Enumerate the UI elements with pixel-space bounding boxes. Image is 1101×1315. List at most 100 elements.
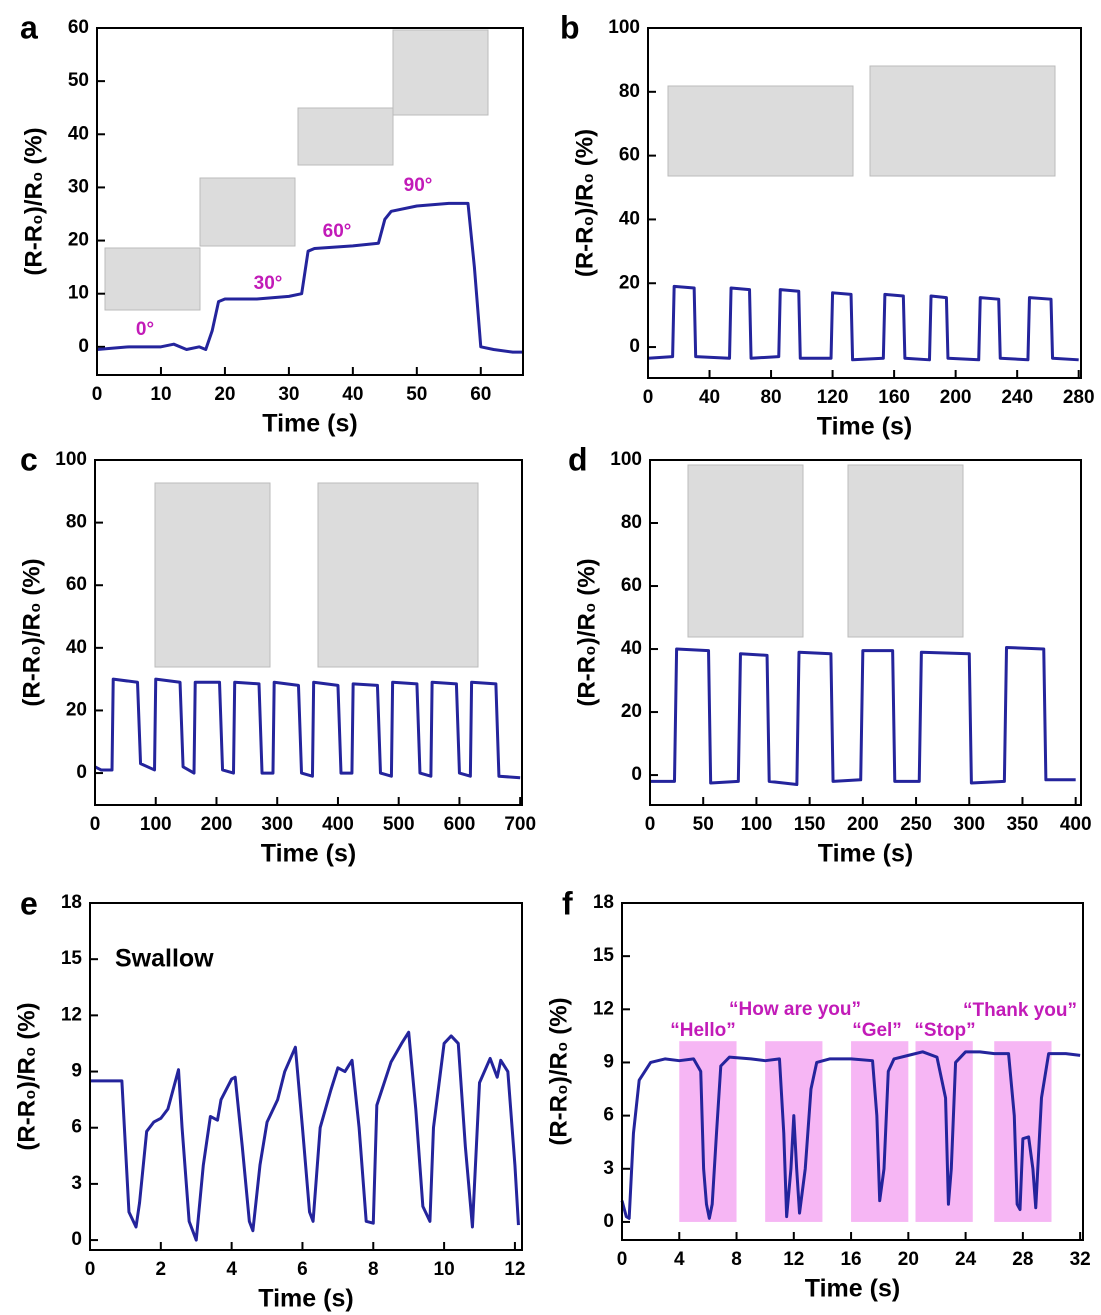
annotation: 90° — [404, 175, 433, 196]
x-tick-label: 32 — [1070, 1249, 1091, 1270]
y-axis-title: (R-R₀)/R₀ (%) — [20, 127, 47, 275]
y-tick-label: 60 — [66, 574, 87, 595]
x-tick-label: 0 — [617, 1249, 628, 1270]
panel-letter: d — [568, 441, 588, 477]
x-tick-label: 100 — [741, 814, 773, 835]
annotation: “Thank you” — [963, 1000, 1077, 1021]
y-tick-label: 0 — [71, 1229, 82, 1250]
y-tick-label: 60 — [621, 575, 642, 596]
x-tick-label: 200 — [201, 814, 233, 835]
photos — [104, 29, 1056, 668]
x-tick-label: 250 — [900, 814, 932, 835]
y-tick-label: 6 — [603, 1105, 614, 1126]
data-line — [650, 645, 1076, 787]
x-tick-label: 10 — [150, 384, 171, 405]
y-tick-label: 0 — [76, 762, 87, 783]
panel: f 0 4 8 12 16 20 24 28 32 0 3 6 9 12 15 18 Time (s) (R-R₀)… — [545, 885, 1090, 1302]
x-tick-label: 50 — [406, 384, 427, 405]
x-tick-label: 160 — [878, 387, 910, 408]
x-tick-label: 0 — [645, 814, 656, 835]
panel-letter: c — [20, 441, 38, 477]
data-line — [647, 284, 1079, 362]
panel: a 0 10 20 30 40 50 60 0 10 20 30 40 50 60 Time (s) (R-R₀… — [20, 9, 524, 438]
x-tick-label: 280 — [1063, 387, 1095, 408]
y-tick-label: 18 — [593, 892, 614, 913]
x-axis-title: Time (s) — [805, 1275, 900, 1303]
x-tick-label: 20 — [214, 384, 235, 405]
photo — [297, 107, 394, 166]
y-tick-label: 40 — [66, 637, 87, 658]
x-tick-label: 80 — [760, 387, 781, 408]
y-tick-label: 0 — [78, 336, 89, 357]
y-tick-label: 40 — [621, 638, 642, 659]
x-tick-label: 0 — [643, 387, 654, 408]
x-axis-title: Time (s) — [261, 840, 356, 868]
x-tick-label: 24 — [955, 1249, 977, 1270]
annotation: “Hello” — [670, 1020, 735, 1041]
highlight-band — [994, 1041, 1052, 1222]
panel: e 0 2 4 6 8 10 12 0 3 6 9 12 15 18 Time (s) (R-R₀)/R₀ (%… — [13, 885, 525, 1312]
plot-frame — [89, 902, 523, 1251]
x-axis-title: Time (s) — [258, 1285, 353, 1313]
x-tick-label: 16 — [840, 1249, 861, 1270]
y-tick-label: 40 — [619, 208, 640, 229]
y-tick-label: 20 — [66, 699, 87, 720]
x-tick-label: 0 — [92, 384, 103, 405]
photo — [869, 65, 1056, 177]
photo — [154, 482, 271, 668]
y-axis-title: (R-R₀)/R₀ (%) — [573, 558, 600, 706]
photo — [199, 177, 296, 247]
y-tick-label: 6 — [71, 1117, 82, 1138]
x-axis-title: Time (s) — [818, 840, 913, 868]
photo — [392, 29, 489, 116]
y-tick-label: 0 — [603, 1211, 614, 1232]
plot-frame — [649, 459, 1082, 806]
y-tick-label: 80 — [621, 512, 642, 533]
annotation: “Stop” — [914, 1020, 975, 1041]
annotation: 30° — [254, 273, 283, 294]
x-tick-label: 8 — [731, 1249, 742, 1270]
y-tick-label: 15 — [593, 945, 615, 966]
data-line — [620, 1050, 1081, 1220]
x-tick-label: 200 — [847, 814, 879, 835]
photo — [317, 482, 479, 668]
plot-frame — [647, 27, 1082, 379]
y-axis-title: (R-R₀)/R₀ (%) — [18, 558, 45, 706]
x-tick-label: 400 — [1060, 814, 1092, 835]
x-tick-label: 12 — [783, 1249, 804, 1270]
y-tick-label: 0 — [629, 336, 640, 357]
x-tick-label: 40 — [699, 387, 720, 408]
x-axis-title: Time (s) — [817, 413, 912, 441]
data-line — [96, 201, 523, 354]
y-tick-label: 60 — [68, 17, 89, 38]
y-axis-title: (R-R₀)/R₀ (%) — [571, 129, 598, 277]
y-tick-label: 60 — [619, 145, 640, 166]
x-tick-label: 12 — [504, 1259, 525, 1280]
plot-frame — [621, 902, 1084, 1241]
panel: d 0 50 100 150 200 250 300 350 400 0 20 40 60 80 100 Tim… — [568, 441, 1092, 867]
y-axis-title: (R-R₀)/R₀ (%) — [545, 997, 572, 1145]
y-tick-label: 20 — [621, 701, 642, 722]
x-tick-label: 4 — [226, 1259, 237, 1280]
y-tick-label: 100 — [608, 17, 640, 38]
photo — [104, 247, 201, 311]
y-tick-label: 50 — [68, 70, 89, 91]
panel-letter: f — [562, 885, 573, 921]
photo — [847, 464, 964, 638]
y-tick-label: 80 — [619, 81, 640, 102]
data-line — [94, 677, 521, 780]
y-tick-label: 9 — [603, 1051, 614, 1072]
x-tick-label: 60 — [470, 384, 491, 405]
x-tick-label: 4 — [674, 1249, 685, 1270]
y-tick-label: 3 — [71, 1173, 82, 1194]
y-tick-label: 12 — [61, 1004, 82, 1025]
x-tick-label: 10 — [434, 1259, 455, 1280]
x-tick-label: 30 — [278, 384, 299, 405]
x-tick-label: 600 — [444, 814, 476, 835]
photo — [667, 85, 854, 177]
data-line — [90, 1030, 520, 1242]
y-tick-label: 100 — [55, 449, 87, 470]
annotation: “How are you” — [729, 999, 861, 1020]
x-tick-label: 6 — [297, 1259, 308, 1280]
